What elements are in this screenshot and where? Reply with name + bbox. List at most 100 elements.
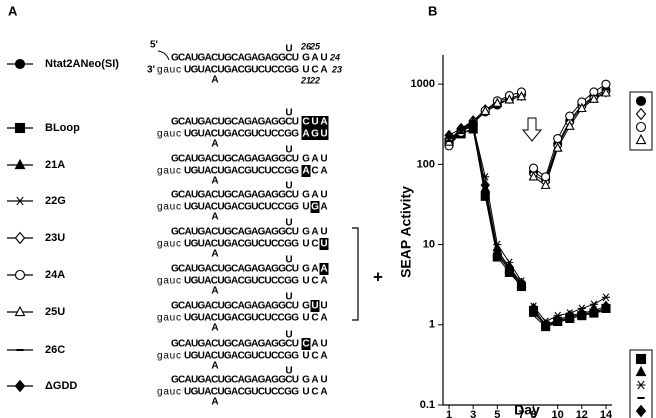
loop-nucleotide: C <box>311 276 318 287</box>
legend-marker <box>635 121 647 133</box>
mutation-box <box>310 300 320 312</box>
bulge: U <box>285 366 292 377</box>
stem-top: GCAUGACUGCAGAGAGGCU <box>171 117 299 128</box>
loop-nucleotide: U <box>320 53 327 64</box>
data-point <box>516 90 527 101</box>
stem-bottom-lower: gauc <box>157 65 181 76</box>
loop-nucleotide: A <box>311 154 318 165</box>
data-point <box>528 163 539 173</box>
stem-bottom: UGUACUGACGUCUCCGG <box>184 276 299 287</box>
data-point <box>468 118 478 130</box>
stem-bottom-lower: gauc <box>157 276 181 287</box>
loop-nucleotide: U <box>320 239 327 250</box>
position-label: 26 <box>300 41 312 51</box>
legend-marker <box>636 380 646 390</box>
data-point <box>540 319 551 331</box>
loop-nucleotide: G <box>311 202 319 213</box>
data-point <box>528 302 539 315</box>
stem-bottom: UGUACUGACGUCUCCGG <box>184 65 299 76</box>
bulge: A <box>211 286 218 297</box>
loop-nucleotide: U <box>320 154 327 165</box>
stem-top: GCAUGACUGCAGAGAGGCU <box>171 264 299 275</box>
loop-nucleotide: A <box>320 117 327 128</box>
stem-top: GCAUGACUGCAGAGAGGCU <box>171 227 299 238</box>
loop-nucleotide: U <box>320 227 327 238</box>
loop-nucleotide: A <box>311 339 318 350</box>
construct-name: Ntat2ANeo(SI) <box>45 58 119 70</box>
construct-name: 24A <box>45 269 65 281</box>
series-line <box>448 129 607 328</box>
data-point <box>481 172 490 181</box>
legend-marker <box>635 133 647 145</box>
loop-nucleotide: U <box>302 202 309 213</box>
loop-nucleotide: C <box>311 351 318 362</box>
data-point <box>576 102 587 113</box>
loop-nucleotide: A <box>320 166 327 177</box>
construct-name: 25U <box>45 306 65 318</box>
data-point <box>492 97 503 107</box>
data-point <box>540 179 551 189</box>
stem-bottom-lower: gauc <box>157 313 181 324</box>
stem-top: GCAUGACUGCAGAGAGGCU <box>171 53 299 64</box>
legend-marker <box>14 58 26 70</box>
legend-marker <box>15 196 25 206</box>
mutation-box <box>301 116 311 128</box>
stem-bottom: UGUACUGACGUCUCCGG <box>184 239 299 250</box>
position-label: 23 <box>331 64 342 74</box>
loop-nucleotide: A <box>311 227 318 238</box>
legend-marker <box>14 231 26 245</box>
bulge: U <box>285 330 292 341</box>
construct-name: 23U <box>45 232 65 244</box>
bulge: U <box>285 145 292 156</box>
series-line <box>448 129 607 326</box>
y-tick-label: 0.1 <box>420 399 435 411</box>
panel-label: A <box>8 3 18 18</box>
data-point <box>504 261 515 274</box>
x-tick-label: 5 <box>494 409 500 418</box>
data-point <box>589 305 599 317</box>
loop-nucleotide: U <box>302 351 309 362</box>
data-point <box>564 120 575 130</box>
stem-bottom: UGUACUGACGUCUCCGG <box>184 202 299 213</box>
loop-nucleotide: U <box>302 276 309 287</box>
bulge: U <box>285 181 292 192</box>
bulge: A <box>211 212 218 223</box>
y-tick-label: 100 <box>417 158 435 170</box>
legend-box <box>629 91 653 151</box>
bulge: A <box>211 323 218 334</box>
stem-bottom-lower: gauc <box>157 166 181 177</box>
data-point <box>480 179 490 191</box>
data-point <box>601 300 611 312</box>
stem-bottom: UGUACUGACGUCUCCGG <box>184 313 299 324</box>
loop-nucleotide: A <box>320 351 327 362</box>
position-label: 25 <box>309 41 321 51</box>
construct-name: 21A <box>45 159 65 171</box>
stem-bottom: UGUACUGACGUCUCCGG <box>184 129 299 140</box>
data-point <box>444 129 454 142</box>
loop-nucleotide: U <box>320 301 327 312</box>
loop-nucleotide: A <box>302 129 309 140</box>
stem-bottom: UGUACUGACGUCUCCGG <box>184 387 299 398</box>
loop-nucleotide: G <box>302 53 310 64</box>
data-point <box>516 277 527 289</box>
loop-nucleotide: A <box>320 313 327 324</box>
mutation-box <box>301 165 311 177</box>
stem-top: GCAUGACUGCAGAGAGGCU <box>171 301 299 312</box>
bulge: A <box>211 397 218 408</box>
loop-nucleotide: G <box>311 129 319 140</box>
loop-nucleotide: A <box>302 166 309 177</box>
position-label: 22 <box>309 75 320 85</box>
loop-nucleotide: U <box>320 375 327 386</box>
bulge: A <box>211 361 218 372</box>
position-label: 24 <box>329 52 340 62</box>
arrow <box>521 117 543 142</box>
y-tick-label: 1000 <box>411 78 435 90</box>
loop-nucleotide: G <box>302 227 310 238</box>
loop-nucleotide: U <box>302 65 309 76</box>
bulge: A <box>211 176 218 187</box>
three-prime: 3' <box>147 65 155 76</box>
loop-nucleotide: U <box>311 117 318 128</box>
strand-curve <box>157 50 170 61</box>
data-point <box>552 142 563 152</box>
